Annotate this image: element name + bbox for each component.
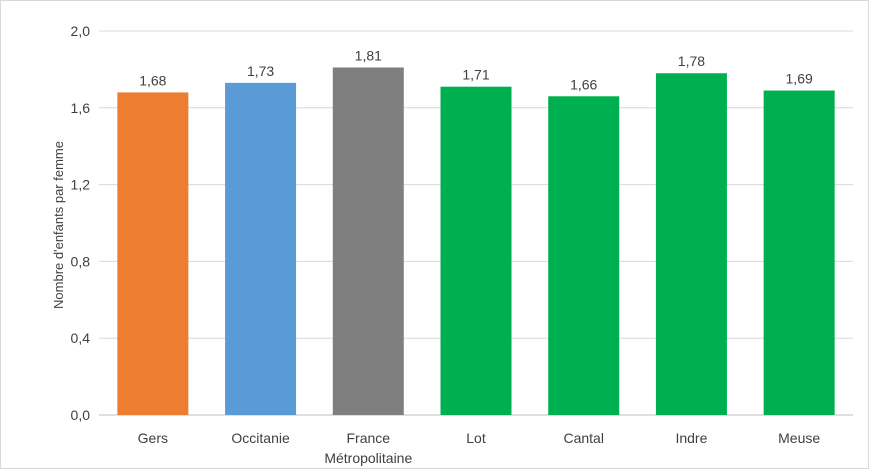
y-tick-label: 2,0 [71,23,91,39]
x-tick-label: Indre [675,430,707,446]
gridlines [99,30,853,416]
x-tick-label: Gers [138,430,168,446]
bar [332,67,404,415]
y-axis-ticks: 0,0 0,4 0,8 1,2 1,6 2,0 [71,23,91,423]
y-tick-label: 0,0 [71,407,91,423]
value-labels: 1,68 1,73 1,81 1,71 1,66 1,78 1,69 [139,47,813,92]
value-label: 1,73 [247,63,274,79]
x-tick-label: Occitanie [231,430,290,446]
y-tick-label: 0,8 [71,253,91,269]
x-tick-label: Cantal [563,430,603,446]
x-tick-label: Meuse [778,430,820,446]
bar [548,96,620,415]
bar [225,82,297,415]
y-tick-label: 1,2 [71,177,91,193]
y-axis-label: Nombre d'enfants par femme [51,141,66,309]
x-tick-label: Métropolitaine [324,450,412,466]
value-label: 1,71 [462,67,489,83]
y-tick-label: 0,4 [71,330,91,346]
value-label: 1,69 [786,71,813,87]
x-tick-label: France [346,430,390,446]
value-label: 1,81 [355,47,382,63]
bar [117,92,189,415]
x-tick-label: Lot [466,430,486,446]
bar [655,73,727,416]
value-label: 1,78 [678,53,705,69]
bar [440,86,512,416]
bar [763,90,835,416]
y-tick-label: 1,6 [71,100,91,116]
value-label: 1,66 [570,76,597,92]
bars [117,67,835,416]
x-axis-ticks: Gers Occitanie France Métropolitaine Lot Cant… [138,430,821,466]
value-label: 1,68 [139,72,166,88]
